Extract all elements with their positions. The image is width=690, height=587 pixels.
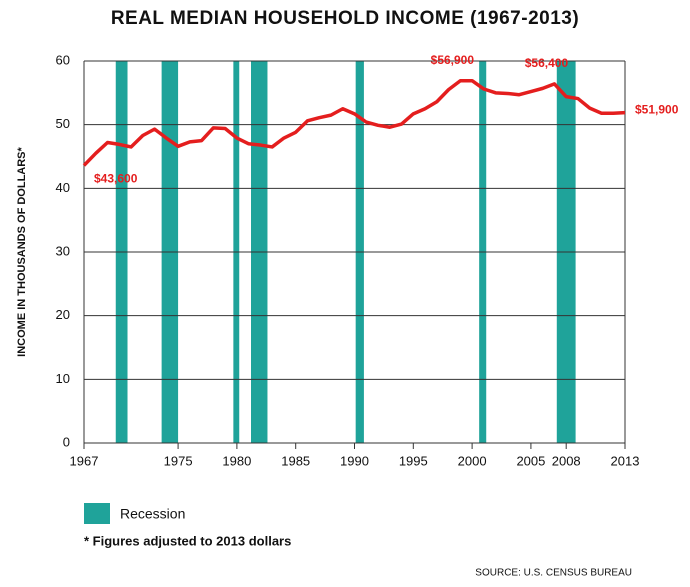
x-tick-label: 2013 xyxy=(611,453,640,468)
y-tick-label: 10 xyxy=(56,371,70,386)
value-label: $43,600 xyxy=(94,172,138,186)
value-label: $56,900 xyxy=(431,53,475,67)
x-tick-label: 1985 xyxy=(281,453,310,468)
x-tick-label: 2005 xyxy=(516,453,545,468)
x-tick-label: 1975 xyxy=(164,453,193,468)
y-tick-label: 20 xyxy=(56,307,70,322)
source: SOURCE: U.S. CENSUS BUREAU xyxy=(475,568,632,579)
value-label: $56,400 xyxy=(525,56,569,70)
y-tick-label: 30 xyxy=(56,243,70,258)
value-label: $51,900 xyxy=(635,103,679,117)
y-tick-label: 0 xyxy=(63,434,70,449)
chart-title: REAL MEDIAN HOUSEHOLD INCOME (1967-2013) xyxy=(111,8,579,29)
x-tick-label: 1990 xyxy=(340,453,369,468)
y-tick-label: 60 xyxy=(56,52,70,67)
y-axis-label: INCOME IN THOUSANDS OF DOLLARS* xyxy=(16,146,28,356)
x-tick-label: 2000 xyxy=(458,453,487,468)
x-tick-label: 1967 xyxy=(70,453,99,468)
x-tick-label: 1995 xyxy=(399,453,428,468)
note: * Figures adjusted to 2013 dollars xyxy=(84,533,291,548)
x-tick-label: 2008 xyxy=(552,453,581,468)
y-tick-label: 40 xyxy=(56,180,70,195)
legend-swatch xyxy=(84,503,110,524)
y-tick-label: 50 xyxy=(56,116,70,131)
x-tick-label: 1980 xyxy=(222,453,251,468)
legend-label: Recession xyxy=(120,506,185,522)
